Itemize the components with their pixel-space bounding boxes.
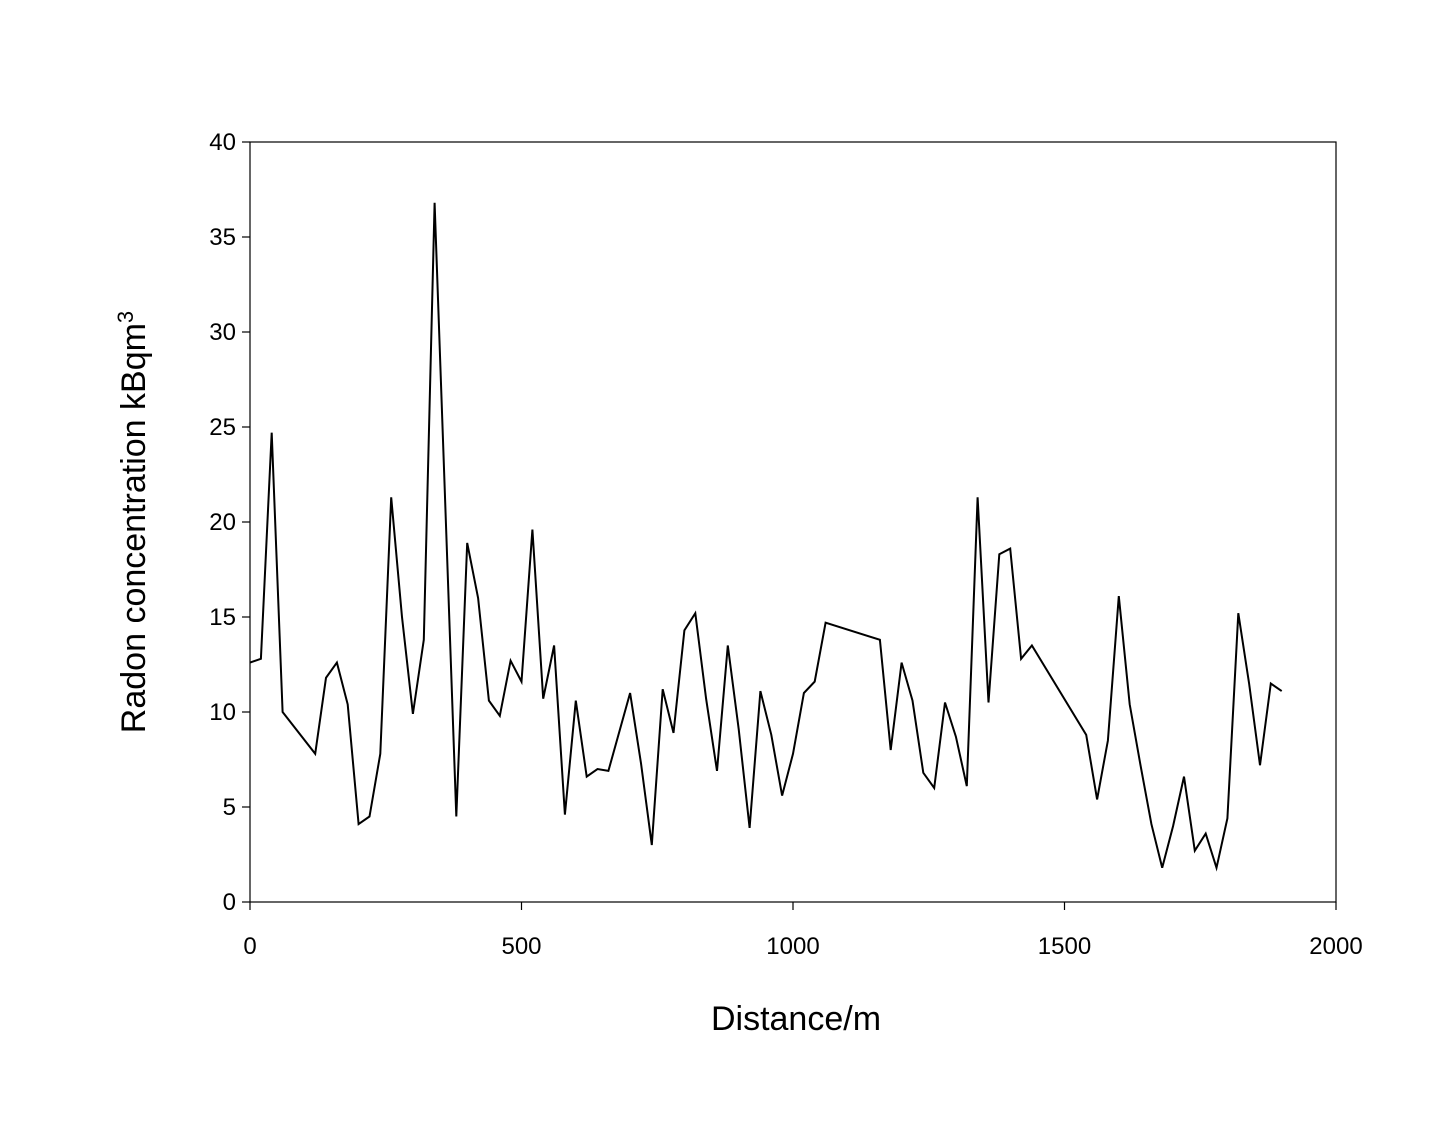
plot-frame	[249, 141, 1337, 903]
y-tick-label: 40	[209, 129, 236, 156]
y-tick-label: 10	[209, 699, 236, 726]
y-tick-label: 15	[209, 604, 236, 631]
y-axis-title-superscript: 3	[113, 311, 138, 323]
y-axis: 0 5 10 15 20 25 30 35 40	[209, 129, 250, 916]
series-line	[249, 202, 1283, 872]
y-tick-label: 20	[209, 509, 236, 536]
x-tick-label: 1500	[1038, 933, 1091, 960]
y-tick-label: 30	[209, 319, 236, 346]
x-tick-label: 500	[501, 933, 541, 960]
y-tick-label: 5	[223, 794, 236, 821]
y-tick-label: 35	[209, 224, 236, 251]
y-axis-title: Radon concentration kBqm3	[113, 311, 153, 733]
x-tick-label: 1000	[766, 933, 819, 960]
x-axis-title: Distance/m	[711, 1000, 881, 1038]
y-tick-label: 0	[223, 889, 236, 916]
x-tick-label: 0	[243, 933, 256, 960]
x-tick-label: 2000	[1309, 933, 1362, 960]
y-axis-title-main: Radon concentration kBqm	[115, 323, 153, 733]
y-tick-label: 25	[209, 414, 236, 441]
x-axis: 0 500 1000 1500 2000	[243, 902, 1363, 960]
